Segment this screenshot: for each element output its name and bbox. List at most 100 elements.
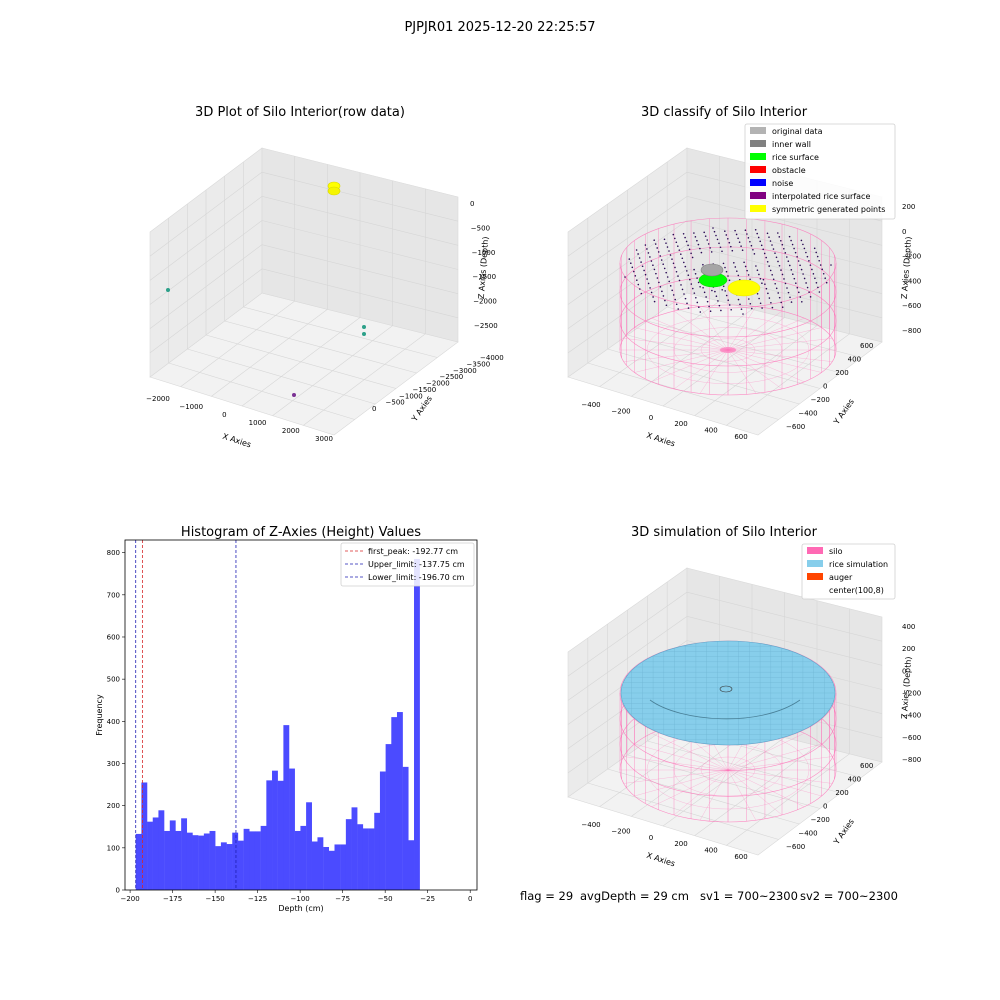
simulation-3d-ytick-label: 600	[860, 762, 873, 770]
interpolated-point	[747, 237, 750, 239]
simulation-legend-label: center(100,8)	[829, 586, 884, 595]
interpolated-point	[653, 239, 655, 241]
interpolated-point	[739, 303, 741, 306]
histogram-bar	[328, 850, 335, 890]
simulation-3d-xtick-label: 600	[734, 853, 747, 861]
simulation-3d-ytick-label: 200	[835, 789, 848, 797]
interpolated-point	[734, 229, 736, 232]
panel-simulation-legend: silo rice simulation auger center(100,8)	[801, 543, 896, 600]
footer-sv1: sv1 = 700~2300	[700, 889, 798, 903]
interpolated-point	[748, 298, 750, 300]
histogram-bar	[260, 825, 267, 890]
raw-3d-ztick-label: −1000	[472, 249, 496, 257]
classify-legend-label: original data	[772, 127, 823, 136]
classify-legend-swatch	[750, 179, 766, 186]
interpolated-point	[675, 241, 678, 244]
interpolated-point	[674, 266, 676, 269]
interpolated-point	[707, 243, 710, 245]
interpolated-point	[715, 295, 718, 298]
histogram-bar	[175, 830, 182, 890]
classify-3d-ytick-label: 400	[848, 356, 861, 364]
raw-3d-ztick-label: −500	[471, 224, 490, 232]
interpolated-point	[783, 278, 785, 280]
interpolated-point	[681, 257, 684, 260]
histogram-bar	[379, 771, 386, 890]
classify-3d-xtick-label: −200	[611, 407, 630, 415]
raw-3d-point	[166, 288, 170, 292]
interpolated-point	[806, 286, 809, 289]
interpolated-point	[759, 278, 762, 280]
interpolated-point	[756, 269, 759, 272]
histogram-xtick-label: −125	[248, 895, 267, 903]
histogram-bar	[414, 558, 420, 890]
interpolated-point	[674, 237, 676, 240]
figure-suptitle: PJPJR01 2025-12-20 22:25:57	[404, 20, 595, 35]
histogram-ytick-label: 300	[107, 760, 120, 768]
interpolated-point	[636, 279, 638, 281]
histogram-xtick-label: −75	[335, 895, 350, 903]
histogram-legend-label: first_peak: -192.77 cm	[368, 547, 458, 556]
raw-3d-ytick-label: −500	[386, 399, 405, 407]
histogram-bar	[147, 821, 153, 890]
interpolated-point	[734, 266, 737, 268]
simulation-3d-ztick-label: −800	[902, 756, 921, 764]
interpolated-point	[727, 275, 729, 277]
interpolated-point	[751, 307, 753, 310]
classify-3d-xtick-label: −400	[581, 401, 600, 409]
inner-wall-cluster	[700, 263, 724, 277]
interpolated-point	[796, 286, 799, 289]
classify-legend-frame	[744, 123, 896, 220]
interpolated-point	[809, 296, 812, 298]
interpolated-point	[695, 296, 697, 299]
interpolated-point	[784, 282, 787, 285]
classify-silo-floor-ring	[646, 316, 810, 384]
interpolated-point	[775, 287, 778, 290]
histogram-xtick-label: −25	[420, 895, 435, 903]
interpolated-point	[722, 285, 725, 288]
interpolated-point	[818, 291, 821, 293]
interpolated-point	[817, 286, 819, 289]
interpolated-point	[787, 260, 790, 263]
histogram-ytick-label: 400	[107, 718, 120, 726]
interpolated-point	[677, 275, 679, 277]
interpolated-point	[663, 267, 666, 270]
interpolated-point	[706, 239, 708, 241]
interpolated-point	[830, 264, 832, 266]
interpolated-point	[767, 292, 769, 295]
simulation-3d-ztick-label: −400	[902, 712, 921, 720]
interpolated-point	[788, 235, 791, 238]
interpolated-point	[749, 302, 752, 305]
interpolated-point	[680, 284, 682, 286]
interpolated-point	[801, 301, 803, 303]
interpolated-point	[659, 255, 661, 257]
interpolated-point	[693, 292, 696, 294]
classify-3d-xtick-label: 400	[704, 427, 717, 435]
interpolated-point	[774, 252, 776, 254]
interpolated-point	[716, 238, 719, 241]
interpolated-point	[721, 289, 723, 291]
interpolated-point	[628, 258, 631, 260]
histogram-bar	[254, 831, 261, 890]
interpolated-point	[630, 262, 632, 265]
simulation-legend-swatch	[807, 573, 823, 580]
classify-legend-label: noise	[772, 179, 793, 188]
interpolated-point	[780, 301, 782, 304]
interpolated-point	[730, 308, 732, 311]
interpolated-point	[759, 240, 761, 243]
classify-3d-ztick-label: −400	[902, 277, 921, 285]
interpolated-point	[699, 311, 702, 313]
interpolated-point	[731, 249, 734, 252]
interpolated-point	[740, 245, 742, 247]
footer-flag: flag = 29	[520, 889, 573, 903]
interpolated-point	[774, 282, 776, 285]
interpolated-point	[634, 275, 637, 277]
interpolated-point	[693, 268, 695, 271]
panel-raw-3d: 3D Plot of Silo Interior(row data) −2000…	[146, 105, 504, 449]
interpolated-point	[633, 270, 635, 273]
interpolated-point	[671, 258, 673, 260]
classify-legend-swatch	[750, 166, 766, 173]
histogram-bar	[340, 844, 347, 890]
interpolated-point	[797, 260, 800, 262]
interpolated-point	[772, 278, 775, 281]
histogram-bar	[351, 807, 358, 890]
